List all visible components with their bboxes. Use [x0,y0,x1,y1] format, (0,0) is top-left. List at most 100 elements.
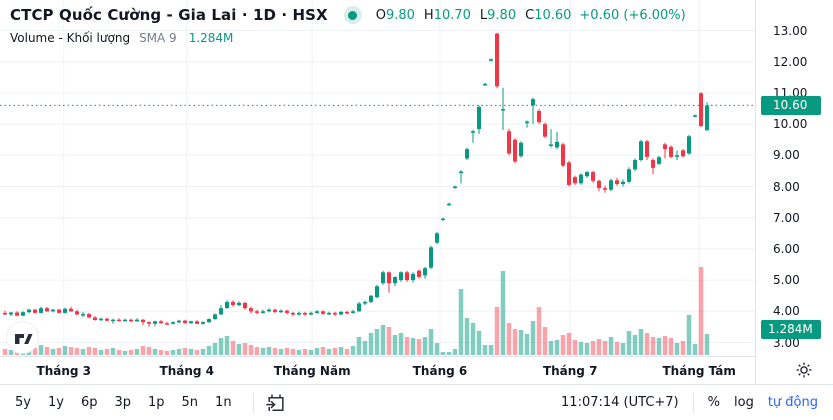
volume-bar [152,349,158,355]
candle-body [495,33,499,87]
volume-bar [200,349,206,355]
symbol-title[interactable]: CTCP Quốc Cường - Gia Lai · 1D · HSX [10,6,328,24]
candle-body [453,186,457,188]
volume-bar [494,307,500,355]
volume-bar [92,348,98,355]
volume-bar [452,349,458,355]
candle-body [249,308,253,312]
volume-bar [560,335,566,355]
candle-body [267,309,271,312]
range-button-6m[interactable]: 6p [80,395,98,410]
candle-body [459,171,463,173]
candle-body [315,311,319,313]
price-tick-label: 6.00 [773,241,800,256]
market-status-dot [348,10,358,20]
volume-bar [170,350,176,355]
volume-bar [164,351,170,355]
volume-sma-label[interactable]: SMA 9 [139,31,177,45]
percent-scale-toggle[interactable]: % [707,395,720,410]
volume-bar [86,347,92,355]
volume-bar [500,271,506,355]
volume-bar [308,350,314,355]
volume-bar [74,348,80,355]
candle-body [597,180,601,189]
volume-bar [410,338,416,355]
volume-bar [542,327,548,355]
candle-body [105,318,109,321]
candle-body [57,309,61,313]
candle-body [537,111,541,123]
range-button-5y[interactable]: 5y [15,395,31,410]
volume-bar [272,348,278,355]
candle-body [693,115,697,117]
volume-bar [566,333,572,355]
candle-body [255,311,259,313]
low-label: L [479,7,488,23]
volume-bar [704,334,710,355]
range-button-3m[interactable]: 3p [114,395,131,410]
candle-body [63,308,67,313]
auto-scale-toggle[interactable]: tự động [767,395,818,410]
candle-body [447,203,451,206]
volume-bar [608,337,614,355]
price-axis[interactable]: 10.60 1.284M 13.00 12.00 11.00 10.00 9.00 8.0… [755,0,833,384]
candle-body [393,277,397,284]
volume-indicator-label[interactable]: Volume - Khối lượng [10,31,131,45]
candle-body [675,155,679,157]
volume-bar [536,307,542,355]
volume-bar [32,348,38,355]
candle-body [639,141,643,160]
candle-body [369,295,373,302]
range-button-1y[interactable]: 1y [47,395,64,410]
volume-bar [218,338,224,355]
volume-bar [302,349,308,355]
tradingview-logo[interactable] [6,321,39,354]
candle-body [321,311,325,314]
range-button-1d[interactable]: 1n [215,395,232,410]
chart-canvas[interactable] [0,0,755,356]
candle-body [279,310,283,313]
candle-body [531,99,535,106]
range-button-5d[interactable]: 5n [181,395,199,410]
volume-bar [188,349,194,355]
price-tick-label: 8.00 [773,179,800,194]
volume-bar [116,350,122,355]
candle-body [273,309,277,312]
volume-bar [404,337,410,355]
candle-body [189,321,193,324]
candle-body [429,247,433,268]
grid-lines [0,0,755,356]
volume-bar [44,347,50,355]
candle-body [345,311,349,314]
candle-body [441,218,445,221]
volume-bar [350,346,356,355]
candle-body [75,311,79,315]
price-tick-label: 7.00 [773,210,800,225]
time-axis[interactable]: Tháng 3 Tháng 4 Tháng Năm Tháng 6 Tháng 7 Thá… [0,356,755,384]
time-axis-label: Tháng 3 [36,364,92,378]
candle-body [381,272,385,284]
candle-body [291,312,295,315]
go-to-date-icon[interactable] [265,393,286,413]
range-buttons: 5y 1y 6p 3p 1p 5n 1n [15,392,286,413]
candle-body [363,301,367,304]
candle-body [405,272,409,281]
candle-body [183,320,187,324]
range-button-1m[interactable]: 1p [148,395,165,410]
low-value: 9.80 [487,7,517,23]
candlestick-series [3,32,709,327]
volume-bar [506,323,512,355]
candle-body [657,157,661,164]
axis-settings-icon[interactable] [795,361,813,379]
log-scale-toggle[interactable]: log [734,395,754,410]
candle-body [165,323,169,325]
volume-bar [620,343,626,355]
volume-bar [578,342,584,355]
volume-bar [686,315,692,355]
volume-bar [380,325,386,355]
time-axis-label: Tháng Năm [273,364,351,378]
clock-label[interactable]: 11:07:14 (UTC+7) [561,395,679,410]
volume-bar [458,289,464,355]
price-tick-label: 9.00 [773,148,800,163]
candle-body [507,131,511,154]
